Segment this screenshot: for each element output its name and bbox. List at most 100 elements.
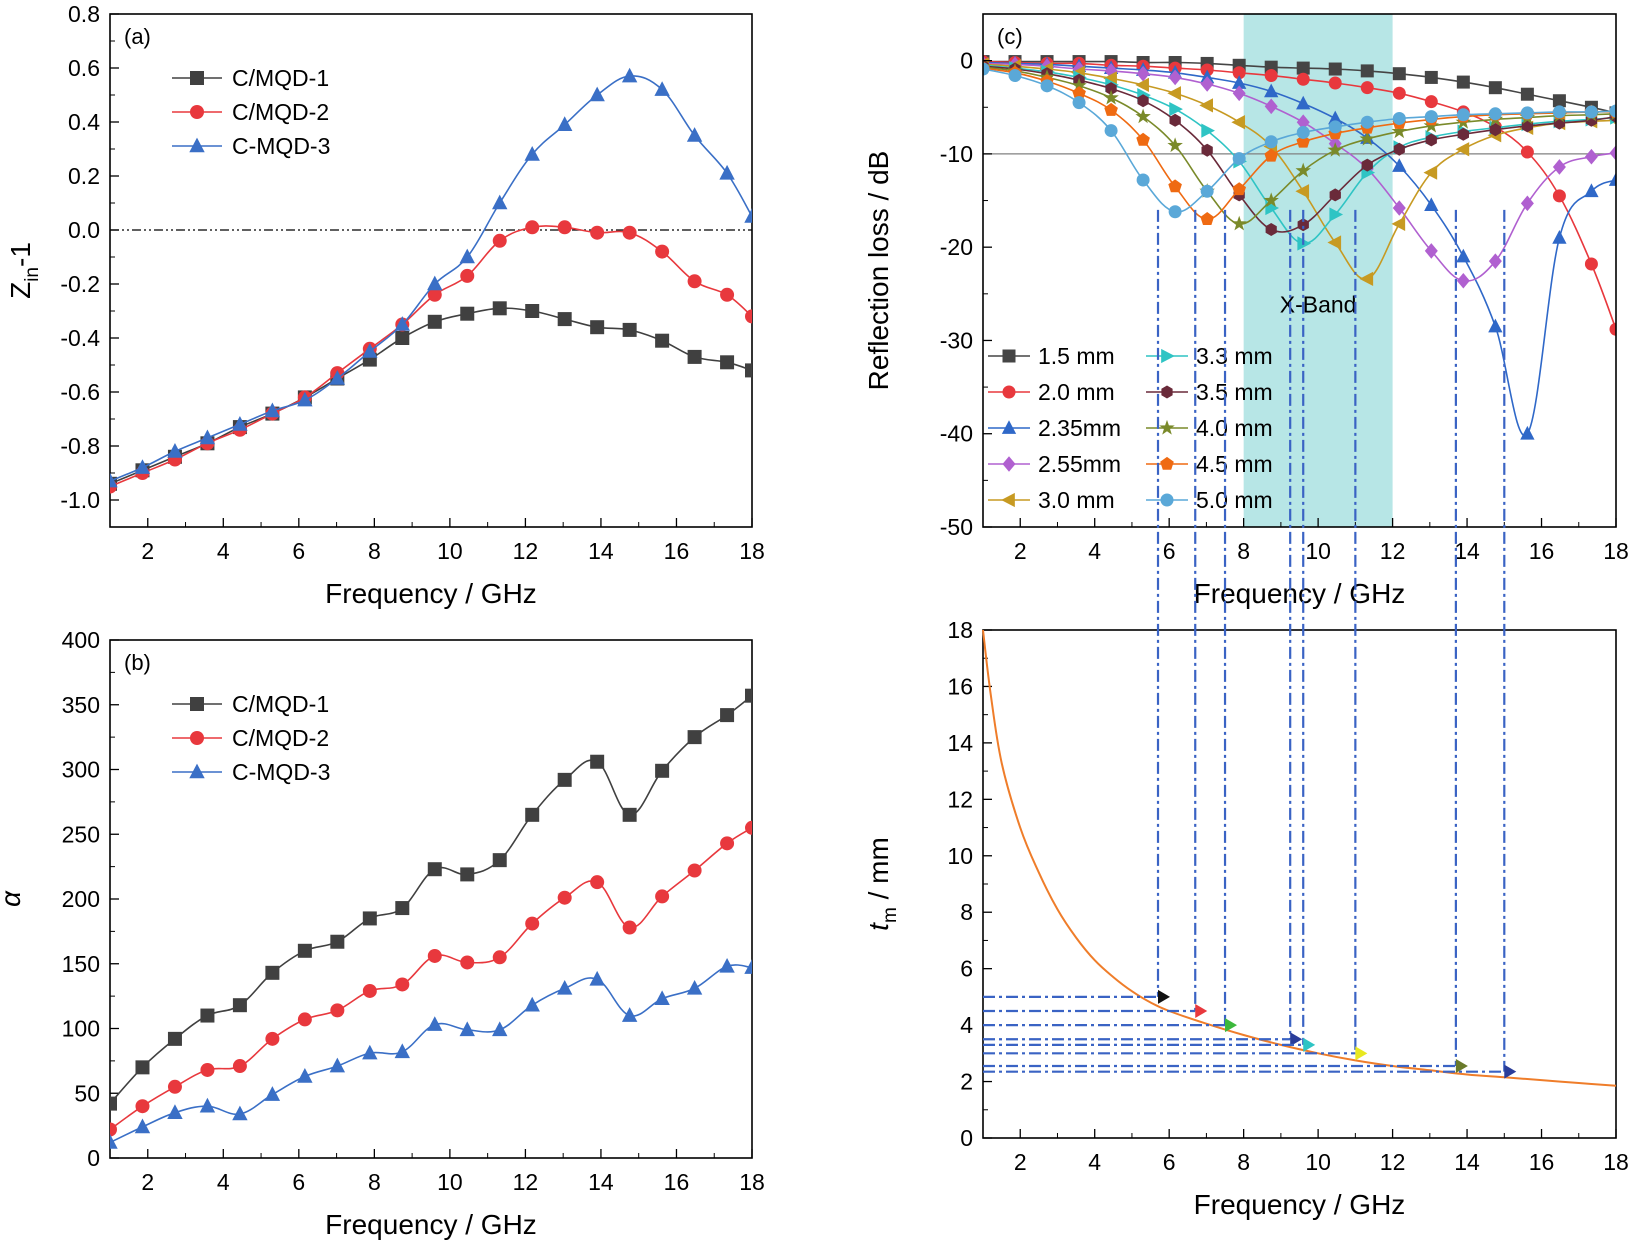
- data-point-shape: [1136, 173, 1150, 187]
- data-point: [135, 1099, 150, 1114]
- data-point-shape: [1552, 159, 1566, 175]
- data-point: [1391, 216, 1406, 232]
- data-point-shape: [427, 314, 442, 329]
- series-line-3: [983, 61, 1616, 437]
- data-point: [1393, 142, 1405, 156]
- data-point: [232, 1105, 248, 1121]
- data-point: [622, 225, 637, 240]
- data-point: [1200, 76, 1214, 92]
- data-point-shape: [1104, 124, 1118, 138]
- x-tick-label: 2: [1014, 538, 1027, 564]
- legend-entry: 2.0 mm: [1038, 379, 1115, 405]
- data-point: [1488, 318, 1503, 333]
- y-tick-label: -40: [940, 421, 973, 447]
- data-point-shape: [622, 920, 637, 935]
- y-axis-label: α: [0, 890, 26, 907]
- legend-marker-shape: [190, 71, 204, 85]
- data-point-shape: [492, 1021, 508, 1037]
- data-point-shape: [134, 1118, 151, 1134]
- data-point: [1103, 71, 1117, 86]
- panel-b-data: [110, 688, 752, 1149]
- data-point-shape: [1392, 67, 1406, 81]
- data-point-shape: [1008, 69, 1022, 83]
- panel-b-axes: 2 4 6 8 10 12 14 16 18 0 50 100 150 200 250 300 350 400 Fr…: [62, 627, 765, 1240]
- data-point-shape: [1263, 192, 1279, 208]
- data-point-shape: [110, 472, 118, 488]
- data-point: [1609, 145, 1616, 161]
- x-axis-label: Frequency / GHz: [325, 578, 537, 609]
- data-point: [1392, 200, 1406, 216]
- data-point-shape: [110, 1122, 117, 1137]
- data-point: [1425, 133, 1437, 147]
- data-point: [492, 950, 507, 965]
- legend-entry: C/MQD-2: [232, 99, 329, 125]
- data-point-shape: [1168, 69, 1182, 86]
- legend-marker: [1160, 456, 1174, 470]
- data-point-shape: [492, 950, 507, 965]
- x-tick-label: 8: [1237, 538, 1250, 564]
- legend-marker: [190, 71, 204, 85]
- data-point-shape: [1360, 64, 1374, 78]
- data-point-shape: [1455, 142, 1470, 157]
- data-point: [1584, 257, 1598, 271]
- data-point: [1391, 123, 1407, 139]
- y-tick-label: -0.2: [60, 271, 100, 297]
- data-point: [492, 301, 507, 316]
- data-point: [525, 220, 540, 235]
- data-point-shape: [686, 979, 703, 995]
- x-tick-label: 18: [739, 538, 765, 564]
- data-point: [297, 943, 312, 958]
- x-tick-label: 18: [1603, 538, 1629, 564]
- x-tick-label: 4: [1088, 1149, 1101, 1175]
- data-point: [1359, 271, 1374, 287]
- data-point: [1072, 96, 1086, 110]
- x-tick-label: 12: [513, 538, 539, 564]
- legend-marker-shape: [1001, 492, 1015, 508]
- data-point: [1072, 86, 1086, 100]
- data-point: [330, 1003, 345, 1018]
- data-point-shape: [720, 836, 735, 851]
- data-point-shape: [1232, 182, 1246, 196]
- data-point: [557, 220, 572, 235]
- x-tick-label: 6: [1163, 1149, 1176, 1175]
- data-point: [200, 1062, 215, 1077]
- data-point-shape: [1608, 172, 1616, 186]
- data-point-shape: [297, 1068, 313, 1083]
- data-point-shape: [395, 901, 410, 916]
- series-line-3: [110, 964, 752, 1144]
- y-tick-label: 14: [947, 730, 973, 756]
- data-point-shape: [1393, 142, 1405, 156]
- data-point-shape: [394, 316, 410, 331]
- y-tick-label: -10: [940, 141, 973, 167]
- data-point: [1169, 113, 1181, 127]
- data-point-shape: [654, 81, 670, 96]
- data-point-shape: [589, 970, 605, 986]
- data-point-shape: [655, 333, 670, 348]
- x-axis-label: Frequency / GHz: [1194, 578, 1406, 609]
- y-tick-label: 12: [947, 786, 973, 812]
- data-point-shape: [655, 244, 670, 259]
- data-point-shape: [1264, 83, 1279, 98]
- data-point-shape: [1169, 113, 1181, 127]
- data-point: [1199, 98, 1214, 113]
- data-point: [199, 429, 216, 445]
- data-point-shape: [232, 998, 247, 1013]
- data-point: [1137, 94, 1149, 108]
- data-point: [1232, 66, 1246, 80]
- data-point-shape: [1520, 425, 1535, 440]
- data-point-shape: [135, 1099, 150, 1114]
- data-point: [1264, 148, 1278, 162]
- legend-marker: [189, 763, 205, 779]
- data-point: [556, 979, 573, 995]
- data-point: [1232, 75, 1247, 89]
- data-point-shape: [719, 164, 735, 180]
- data-point-shape: [492, 853, 507, 868]
- data-point: [1167, 137, 1183, 153]
- y-tick-label: 0.6: [68, 55, 100, 81]
- data-point: [1105, 82, 1117, 96]
- legend-entry: 3.0 mm: [1038, 487, 1115, 513]
- series-line-1: [110, 695, 752, 1105]
- data-point-shape: [135, 1060, 150, 1075]
- data-point-shape: [1232, 152, 1246, 166]
- data-point: [1520, 87, 1534, 101]
